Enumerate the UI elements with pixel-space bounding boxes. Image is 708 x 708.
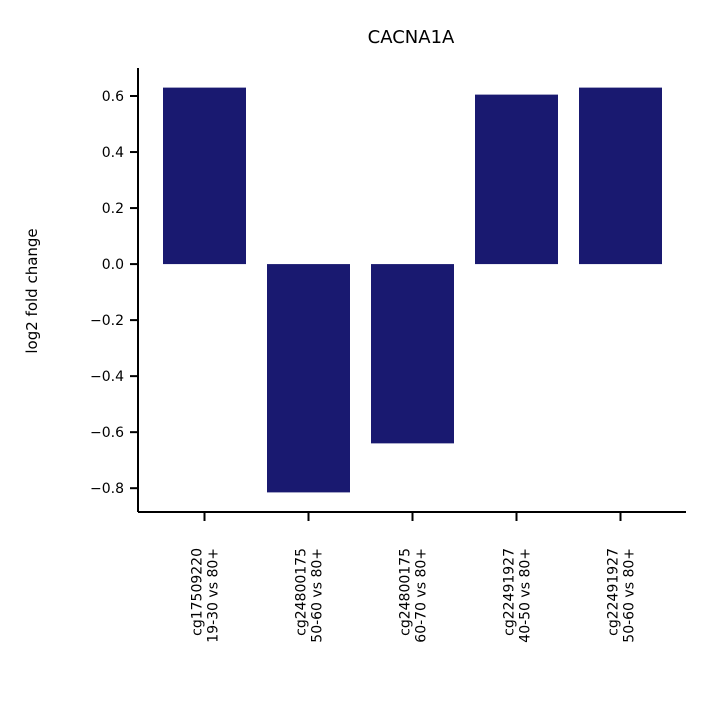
bars-group (163, 87, 662, 493)
y-tick-label: −0.8 (90, 481, 124, 497)
x-tick-label: cg22491927 40-50 vs 80+ (502, 548, 534, 643)
x-tick-label-line: 50-60 vs 80+ (310, 548, 326, 643)
y-tick-label: 0.4 (102, 145, 124, 161)
x-tick-label-line: 19-30 vs 80+ (206, 548, 222, 643)
y-tick-label: 0.0 (102, 257, 124, 273)
x-tick-label-line: cg24800175 (294, 548, 310, 636)
y-axis: 0.6 0.4 0.2 0.0 −0.2 −0.4 −0.6 −0.8 (90, 68, 139, 512)
chart-title: CACNA1A (368, 27, 455, 48)
y-axis-label: log2 fold change (23, 228, 41, 353)
x-tick-label-line: cg24800175 (398, 548, 414, 636)
x-tick-label-line: 60-70 vs 80+ (414, 548, 430, 643)
x-tick-label-line: 50-60 vs 80+ (622, 548, 638, 643)
x-tick-label: cg17509220 19-30 vs 80+ (190, 548, 222, 643)
x-tick-label-line: cg17509220 (190, 548, 206, 636)
bar-1 (163, 87, 246, 265)
y-tick-label: −0.4 (90, 369, 124, 385)
x-tick-label-line: cg22491927 (606, 548, 622, 636)
bar-2 (267, 264, 350, 493)
x-tick-label: cg24800175 50-60 vs 80+ (294, 548, 326, 643)
x-tick-label-line: 40-50 vs 80+ (518, 548, 534, 643)
x-axis: cg17509220 19-30 vs 80+ cg24800175 50-60 vs… (138, 511, 686, 643)
bar-3 (371, 264, 454, 444)
x-tick-label: cg24800175 60-70 vs 80+ (398, 548, 430, 643)
y-tick-label: 0.2 (102, 201, 124, 217)
bar-5 (579, 87, 662, 265)
y-tick-label: −0.6 (90, 425, 124, 441)
x-tick-label: cg22491927 50-60 vs 80+ (606, 548, 638, 643)
bar-4 (475, 94, 558, 265)
y-tick-label: −0.2 (90, 313, 124, 329)
y-tick-label: 0.6 (102, 89, 124, 105)
x-tick-label-line: cg22491927 (502, 548, 518, 636)
